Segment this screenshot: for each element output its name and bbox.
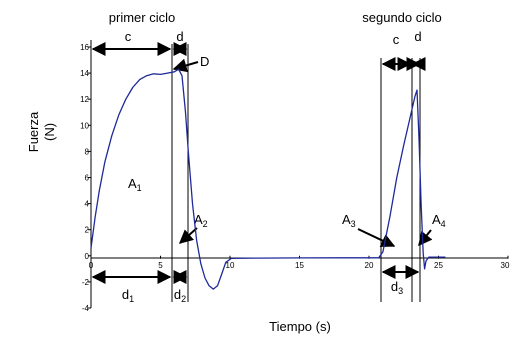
series-line-1 bbox=[90, 68, 446, 290]
y-axis-unit: (N) bbox=[42, 123, 57, 141]
y-tick-label: 10 bbox=[80, 121, 89, 130]
x-tick-label: 15 bbox=[295, 261, 304, 270]
phase-title-first: primer ciclo bbox=[109, 10, 175, 25]
x-axis-title: Tiempo (s) bbox=[269, 319, 331, 334]
duration-label-2: d2 bbox=[174, 287, 186, 304]
y-axis-title: Fuerza bbox=[26, 111, 41, 152]
A4-pointer bbox=[418, 229, 433, 247]
D-pointer bbox=[172, 58, 199, 73]
area-pointer-arrows bbox=[178, 227, 433, 247]
A3-pointer bbox=[357, 228, 396, 247]
y-tick-label: 2 bbox=[85, 226, 90, 235]
y-tick-label: -2 bbox=[82, 278, 90, 287]
phase-title-second: segundo ciclo bbox=[362, 10, 442, 25]
y-tick-label: 16 bbox=[80, 43, 89, 52]
x-tick-label: 25 bbox=[434, 261, 443, 270]
duration-label-3: d3 bbox=[391, 279, 403, 296]
y-tick-label: 14 bbox=[80, 69, 89, 78]
y-tick-label: 0 bbox=[85, 252, 90, 261]
area-label-1: A1 bbox=[128, 176, 142, 193]
x-tick-label: 0 bbox=[89, 261, 94, 270]
y-tick-label: 4 bbox=[85, 200, 90, 209]
axis-tick-labels: 0 5 10 15 20 25 30 -4 -2 0 2 4 6 8 10 12 14 16 bbox=[80, 43, 510, 313]
x-tick-label: 20 bbox=[365, 261, 374, 270]
d2-label: d bbox=[414, 29, 421, 44]
x-tick-label: 30 bbox=[501, 261, 510, 270]
area-label-2: A2 bbox=[194, 212, 208, 229]
c2-label: c bbox=[393, 32, 400, 47]
y-tick-label: 12 bbox=[80, 95, 89, 104]
A2-pointer bbox=[178, 227, 198, 244]
x-tick-label: 10 bbox=[226, 261, 235, 270]
phase-marker-lines bbox=[90, 40, 421, 302]
y-tick-label: 8 bbox=[85, 147, 90, 156]
area-label-3: A3 bbox=[342, 212, 356, 229]
D-label: D bbox=[200, 54, 209, 69]
x-tick-label: 5 bbox=[158, 261, 163, 270]
series-layer bbox=[90, 68, 446, 290]
area-label-4: A4 bbox=[432, 212, 446, 229]
y-tick-label: -4 bbox=[82, 304, 90, 313]
c1-label: c bbox=[125, 29, 132, 44]
d1-label: d bbox=[176, 29, 183, 44]
top-segment-arrows bbox=[91, 42, 426, 71]
duration-label-1: d1 bbox=[122, 287, 134, 304]
y-tick-label: 6 bbox=[85, 174, 90, 183]
bottom-duration-arrows bbox=[91, 265, 420, 284]
